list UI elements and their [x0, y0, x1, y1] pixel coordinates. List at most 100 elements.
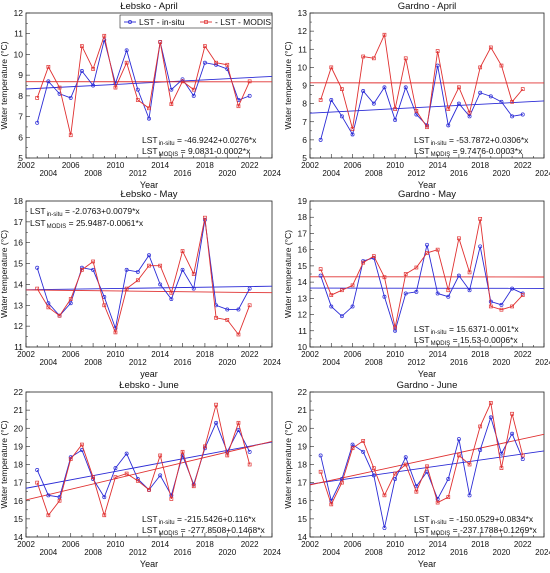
data-point-in-situ	[169, 87, 174, 92]
y-tick-label: 10	[298, 62, 308, 72]
data-point-modis	[225, 453, 230, 458]
y-tick-label: 12	[14, 321, 24, 331]
data-point-modis	[340, 288, 344, 293]
y-tick-label: 16	[298, 245, 308, 255]
data-point-in-situ	[247, 93, 252, 98]
chart-title: Łebsko - May	[120, 189, 177, 200]
data-point-in-situ	[339, 114, 344, 119]
data-point-modis	[180, 79, 185, 84]
series-line-in-situ	[36, 219, 251, 330]
x-tick-label: 2018	[196, 540, 214, 549]
data-point-in-situ	[68, 95, 73, 100]
data-point-modis	[393, 471, 397, 476]
data-point-modis	[135, 278, 140, 283]
y-tick-label: 6	[18, 132, 23, 142]
y-tick-label: 12	[298, 310, 308, 320]
series-line-modis	[36, 217, 251, 336]
x-tick-label: 2016	[450, 548, 468, 557]
data-point-in-situ	[35, 120, 40, 125]
data-point-modis	[414, 265, 419, 270]
legend-label-in-situ: LST - in-situ	[139, 17, 185, 27]
data-point-modis	[113, 475, 118, 480]
x-tick-label: 2004	[322, 358, 340, 367]
x-tick-label: 2024	[263, 169, 281, 178]
equation-lhs: LST	[30, 218, 46, 228]
x-tick-label: 2024	[263, 358, 281, 367]
data-point-in-situ	[499, 302, 504, 307]
data-point-modis	[180, 249, 185, 253]
data-point-in-situ	[147, 253, 151, 258]
y-tick-label: 6	[302, 135, 307, 145]
data-point-modis	[68, 133, 73, 138]
data-point-modis	[203, 444, 207, 449]
data-point-modis	[425, 464, 429, 469]
equation-subscript: MODIS	[47, 224, 67, 230]
x-tick-label: 2006	[344, 540, 362, 549]
y-tick-label: 14	[298, 277, 308, 287]
equation-rhs: = 9.7476-0.0003*x	[450, 146, 523, 156]
x-axis-label: Year	[418, 180, 436, 190]
y-tick-label: 13	[298, 8, 308, 18]
y-axis-label: Water temperature (°C)	[0, 230, 9, 318]
x-tick-label: 2018	[196, 350, 214, 359]
equation-subscript: MODIS	[431, 152, 451, 158]
data-point-modis	[340, 480, 344, 485]
y-tick-label: 14	[14, 279, 24, 289]
data-point-in-situ	[350, 132, 355, 137]
data-point-in-situ	[456, 437, 461, 442]
y-tick-label: 8	[18, 91, 23, 101]
data-point-in-situ	[467, 288, 472, 293]
data-point-in-situ	[510, 286, 515, 291]
data-point-in-situ	[102, 294, 107, 299]
data-point-modis	[414, 489, 419, 494]
data-point-modis	[403, 272, 408, 276]
data-point-in-situ	[191, 93, 196, 98]
y-tick-label: 13	[298, 293, 308, 303]
legend-box	[119, 14, 273, 29]
y-tick-label: 11	[298, 326, 307, 336]
equation-modis: LSTMODIS = 9.7476-0.0003*x	[414, 146, 523, 158]
data-point-modis	[57, 498, 62, 503]
equation-in-situ: LSTin-situ = 15.6371-0.001*x	[414, 324, 519, 336]
x-tick-label: 2020	[218, 169, 236, 178]
x-tick-label: 2008	[84, 169, 102, 178]
data-point-in-situ	[225, 66, 230, 71]
data-point-modis	[158, 453, 163, 458]
data-point-in-situ	[393, 117, 398, 122]
data-point-modis	[499, 307, 504, 312]
y-tick-label: 11	[298, 44, 307, 54]
equation-subscript: MODIS	[431, 341, 451, 347]
y-tick-label: 11	[14, 29, 23, 39]
equation-in-situ: LSTin-situ = -46.9242+0.0276*x	[142, 135, 257, 147]
data-point-modis	[446, 288, 451, 293]
y-axis-label: Water temperature (°C)	[283, 420, 293, 508]
data-point-in-situ	[247, 286, 252, 291]
data-point-modis	[203, 215, 207, 220]
data-point-in-situ	[124, 267, 129, 272]
data-point-in-situ	[135, 269, 140, 274]
equation-modis: LSTMODIS = -277.8508+0.1468*x	[142, 525, 266, 537]
data-point-modis	[113, 85, 118, 90]
data-point-modis	[382, 493, 387, 498]
data-point-modis	[68, 297, 73, 301]
data-point-in-situ	[318, 453, 323, 458]
equation-subscript: in-situ	[159, 520, 175, 526]
y-tick-label: 18	[14, 460, 24, 470]
x-tick-label: 2002	[301, 350, 319, 359]
data-point-in-situ	[124, 451, 129, 456]
x-tick-label: 2016	[450, 169, 468, 178]
x-tick-label: 2020	[493, 169, 511, 178]
legend-label-modis: - LST - MODIS	[215, 17, 271, 27]
data-point-in-situ	[478, 448, 483, 452]
data-point-in-situ	[247, 449, 252, 454]
trend-line-modis	[26, 440, 272, 501]
x-tick-label: 2010	[107, 161, 125, 170]
equation-in-situ: LSTin-situ = -53.7872+0.0306*x	[414, 135, 529, 147]
trend-line-modis	[26, 289, 272, 294]
series-line-modis	[320, 218, 524, 328]
equation-lhs: LST	[414, 146, 430, 156]
x-tick-label: 2002	[301, 540, 319, 549]
data-point-in-situ	[456, 101, 461, 106]
data-point-modis	[247, 462, 252, 467]
